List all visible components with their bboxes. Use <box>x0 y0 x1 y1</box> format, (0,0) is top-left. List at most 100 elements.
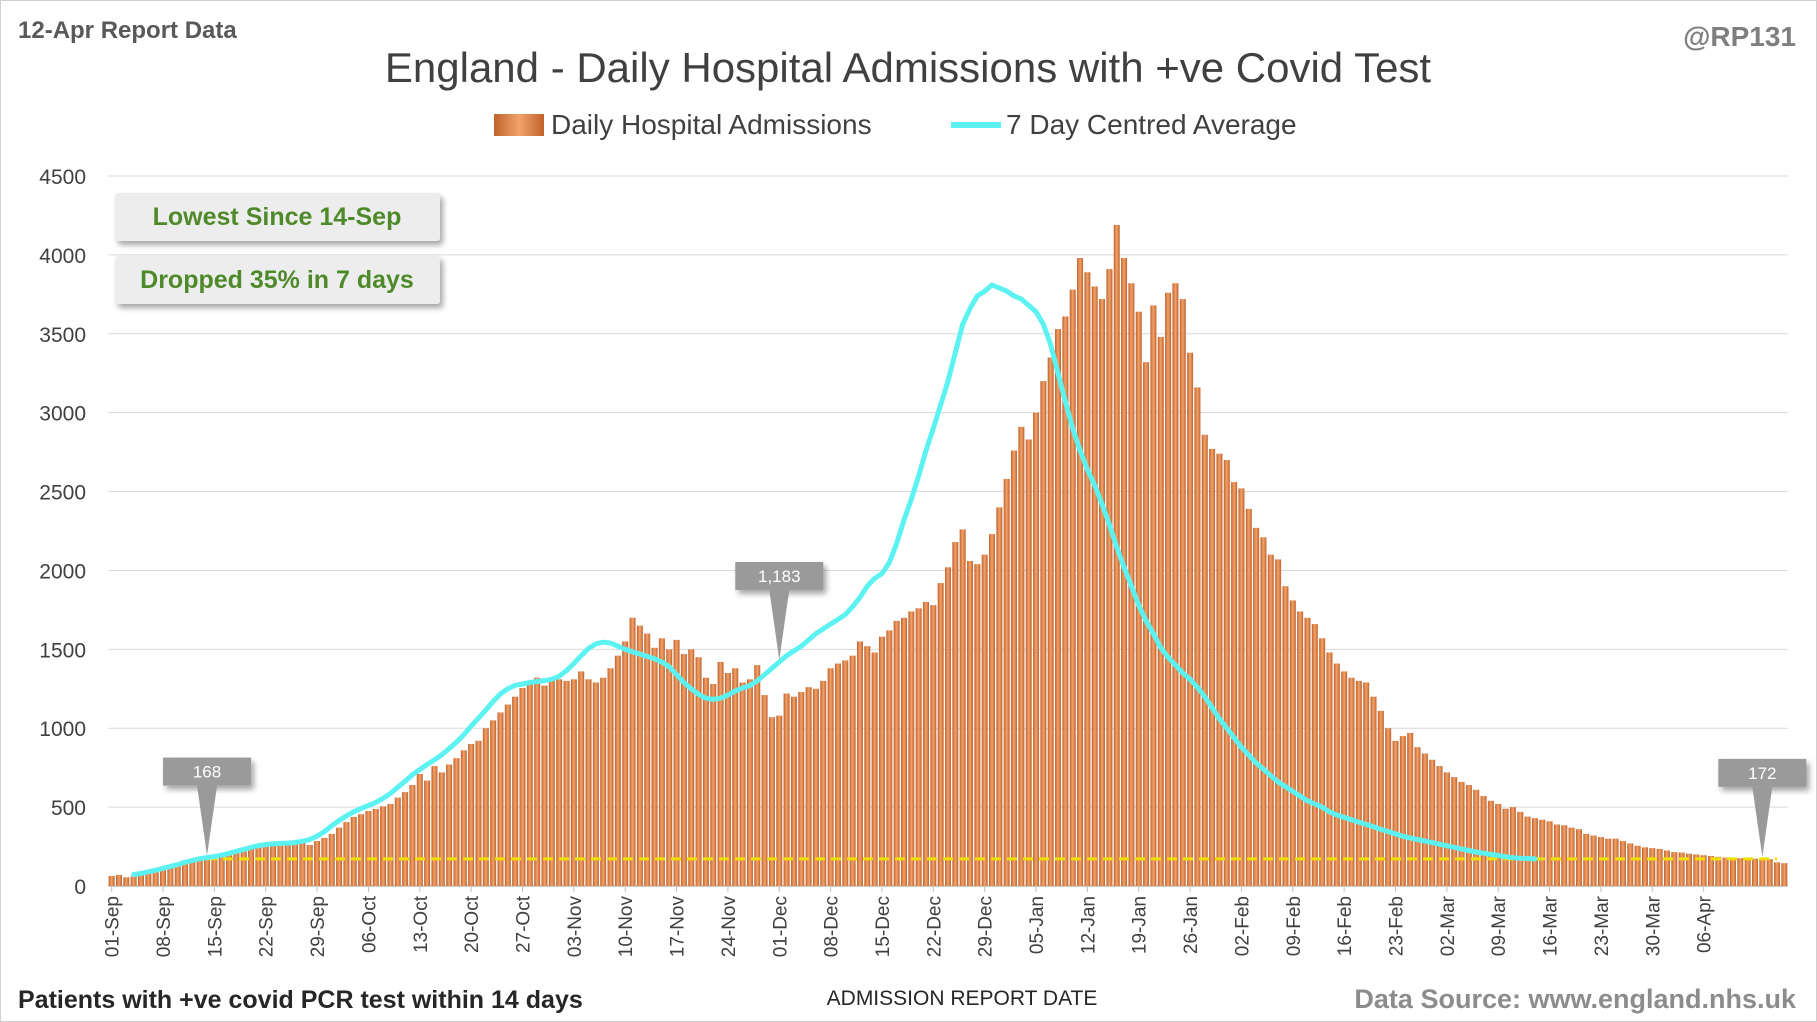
bar <box>182 863 189 886</box>
bar <box>930 605 937 886</box>
bar <box>1414 747 1421 886</box>
bar <box>248 848 255 886</box>
bar <box>314 841 321 886</box>
y-tick-label: 0 <box>74 876 86 899</box>
y-tick-label: 1500 <box>39 639 86 662</box>
callout-label: 168 <box>193 763 221 782</box>
average-line-group <box>131 282 1538 878</box>
bar <box>196 859 203 886</box>
x-tick-label: 22-Dec <box>924 896 945 957</box>
bar <box>1524 816 1531 886</box>
bar <box>827 668 834 886</box>
bar <box>343 822 350 886</box>
x-axis-ticks: 01-Sep 08-Sep 15-Sep 22-Sep 29-Sep 06-Oct 13-O… <box>103 886 1716 957</box>
annotation-dropped-text: Dropped 35% in 7 days <box>140 266 414 294</box>
bar <box>856 641 863 886</box>
bar <box>1531 818 1538 886</box>
bar <box>1282 586 1289 886</box>
bar <box>174 865 181 886</box>
callout-label: 172 <box>1748 764 1776 783</box>
bar <box>1231 482 1238 886</box>
bar <box>1172 283 1179 886</box>
bar <box>967 560 974 886</box>
y-tick-label: 3500 <box>39 324 86 347</box>
bar <box>1348 677 1355 886</box>
callout: 172 <box>1718 758 1807 857</box>
bar <box>724 673 731 886</box>
bar <box>416 773 423 886</box>
bar <box>1421 753 1428 886</box>
bar <box>380 806 387 886</box>
bar <box>372 809 379 886</box>
bar <box>145 871 152 886</box>
annotation-lowest: Lowest Since 14-Sep <box>115 193 440 241</box>
bar <box>1069 289 1076 887</box>
bar <box>1363 682 1370 886</box>
footer-note: Patients with +ve covid PCR test within … <box>18 986 583 1014</box>
bar <box>1715 856 1722 886</box>
bar <box>1546 821 1553 886</box>
bar <box>1018 426 1025 886</box>
x-tick-label: 08-Dec <box>822 896 843 957</box>
bar <box>394 797 401 886</box>
x-tick-label: 29-Dec <box>976 896 997 957</box>
bar <box>622 641 629 886</box>
bar <box>629 617 636 886</box>
bar <box>1304 617 1311 886</box>
x-tick-label: 01-Dec <box>770 896 791 957</box>
bar <box>1341 671 1348 886</box>
bar <box>277 844 284 886</box>
bar <box>1619 841 1626 886</box>
bar <box>673 639 680 886</box>
x-tick-label: 05-Jan <box>1027 896 1048 954</box>
bar <box>160 868 167 886</box>
bar <box>284 843 291 886</box>
bar <box>1465 785 1472 886</box>
x-tick-label: 22-Sep <box>257 896 278 957</box>
bar <box>1561 825 1568 886</box>
bar <box>1568 827 1575 886</box>
x-tick-label: 15-Dec <box>873 896 894 957</box>
bar <box>834 663 841 886</box>
y-tick-label: 3000 <box>39 403 86 426</box>
bar <box>996 507 1003 886</box>
bar <box>1605 838 1612 886</box>
bar <box>556 679 563 886</box>
bar <box>123 877 130 886</box>
bar <box>512 696 519 886</box>
bar <box>790 696 797 886</box>
bar <box>1458 781 1465 886</box>
bar <box>1744 858 1751 886</box>
bar <box>1451 777 1458 886</box>
bar <box>424 780 431 886</box>
bar <box>1700 855 1707 886</box>
bar <box>878 636 885 886</box>
bar <box>438 772 445 886</box>
bar <box>453 758 460 886</box>
x-tick-label: 27-Oct <box>513 895 534 953</box>
bar <box>1517 811 1524 886</box>
callout-pointer <box>1752 786 1773 857</box>
report-label: 12-Apr Report Data <box>18 17 237 44</box>
bar <box>255 846 262 886</box>
bar <box>115 874 123 886</box>
bar <box>534 677 541 886</box>
bar <box>1311 624 1318 886</box>
bar <box>666 649 673 886</box>
bar <box>1099 299 1106 887</box>
bar <box>959 529 966 886</box>
bar <box>1436 766 1443 886</box>
bar <box>1165 292 1172 886</box>
bar <box>1509 807 1516 886</box>
bar <box>695 657 702 886</box>
x-tick-label: 02-Mar <box>1438 895 1459 956</box>
bar <box>680 654 687 886</box>
x-tick-label: 09-Feb <box>1284 896 1305 956</box>
bar <box>1253 527 1260 886</box>
bar <box>1150 305 1157 886</box>
bar <box>783 693 790 886</box>
bar <box>1370 696 1377 886</box>
legend-line-label: 7 Day Centred Average <box>1006 109 1297 140</box>
bar <box>152 869 159 886</box>
